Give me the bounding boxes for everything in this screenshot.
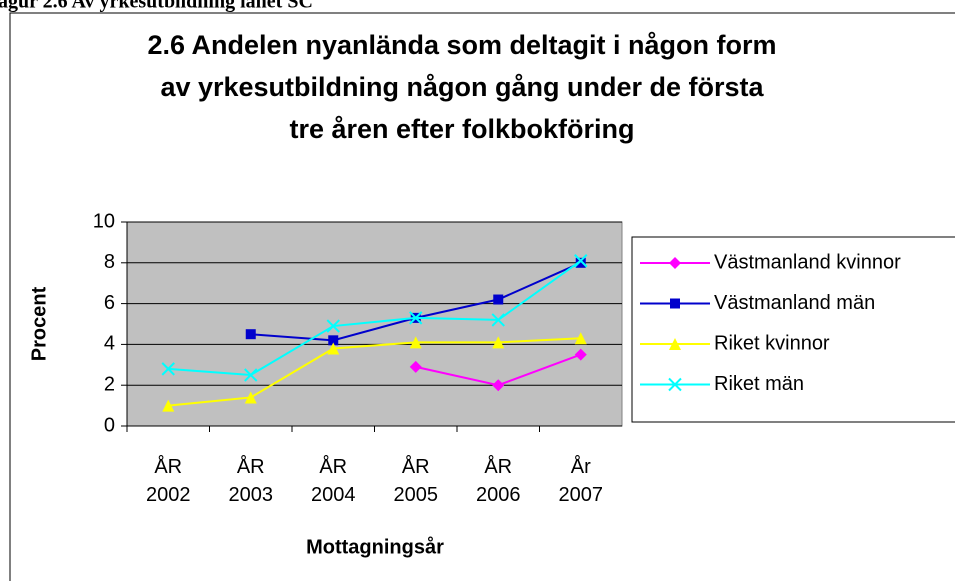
marker <box>327 342 340 355</box>
marker <box>670 298 680 309</box>
y-tick-label: 10 <box>93 210 115 232</box>
marker <box>574 348 587 361</box>
marker <box>409 311 423 325</box>
y-tick-label: 8 <box>104 251 115 273</box>
marker <box>492 379 505 392</box>
y-axis-label: Procent <box>28 286 50 361</box>
heading: agur 2.6 Av yrkesutbildning länet SC <box>0 0 313 13</box>
legend-label: Riket män <box>714 373 804 395</box>
marker <box>492 336 505 349</box>
y-tick-label: 2 <box>104 373 115 395</box>
series-line <box>168 259 582 377</box>
marker <box>245 329 256 340</box>
x-tick-label: ÅR 2004 <box>311 455 356 506</box>
legend-label: Riket kvinnor <box>714 332 830 354</box>
marker <box>575 257 586 268</box>
chart-title: tre åren efter folkbokföring <box>289 114 634 144</box>
y-tick-label: 6 <box>104 292 115 314</box>
marker <box>491 313 505 327</box>
marker <box>244 368 258 382</box>
marker <box>161 362 175 376</box>
legend-label: Västmanland kvinnor <box>714 251 901 273</box>
marker <box>493 294 504 305</box>
chart-title: 2.6 Andelen nyanlända som deltagit i någ… <box>147 30 776 60</box>
marker <box>326 319 340 333</box>
marker <box>669 257 681 269</box>
x-tick-label: År 2007 <box>559 455 604 506</box>
marker <box>328 335 339 346</box>
y-tick-label: 4 <box>104 333 115 355</box>
marker <box>409 360 422 373</box>
y-tick-label: 0 <box>104 414 115 436</box>
marker <box>668 377 682 392</box>
marker <box>244 391 257 404</box>
marker <box>669 338 681 350</box>
x-axis-label: Mottagningsår <box>306 535 444 558</box>
legend-label: Västmanland män <box>714 292 875 314</box>
chart-title: av yrkesutbildning någon gång under de f… <box>160 72 764 102</box>
marker <box>409 336 422 349</box>
x-tick-label: ÅR 2005 <box>394 455 439 506</box>
plot-area <box>126 221 623 427</box>
x-tick-label: ÅR 2006 <box>476 455 521 506</box>
series-line <box>168 337 581 407</box>
x-tick-label: ÅR 2002 <box>146 455 191 506</box>
legend <box>631 236 955 423</box>
marker <box>574 254 588 268</box>
marker <box>162 399 175 412</box>
marker <box>574 332 587 345</box>
x-tick-label: ÅR 2003 <box>229 455 274 506</box>
